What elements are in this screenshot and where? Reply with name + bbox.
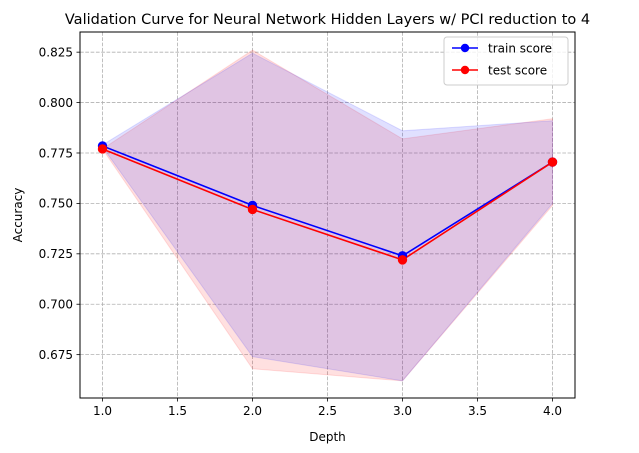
data-point-test-score [247,204,258,215]
confidence-bands [101,49,553,382]
x-tick-label: 3.5 [468,404,487,418]
y-tick-label: 0.775 [39,146,73,160]
y-tick-label: 0.675 [39,348,73,362]
y-tick-label: 0.750 [39,197,73,211]
legend: train score test score [443,36,569,86]
data-point-test-score [547,157,558,167]
y-tick-label: 0.825 [39,45,73,59]
legend-swatch-marker-train-score [460,43,470,53]
legend-label-train-score: train score [488,41,552,55]
legend-swatch-marker-test-score [460,65,470,75]
x-tick-label: 4.0 [543,404,562,418]
x-tick-label: 2.5 [318,404,337,418]
x-tick-label: 3.0 [393,404,412,418]
y-tick-label: 0.700 [39,298,73,312]
x-axis-title: Depth [309,430,346,444]
x-tick-label: 2.0 [243,404,262,418]
y-axis-title: Accuracy [11,188,25,243]
axis-ticks: 1.0 1.5 2.0 2.5 3.0 3.5 4.0 0.675 0.700 0.725 0.75… [39,45,562,418]
series-markers [97,141,558,265]
grid-lines [80,32,575,398]
series-lines [102,145,553,261]
legend-box [443,36,569,86]
legend-label-test-score: test score [488,63,547,77]
y-tick-label: 0.800 [39,96,73,110]
x-tick-label: 1.0 [93,404,112,418]
x-tick-label: 1.5 [168,404,187,418]
data-point-test-score [97,144,108,154]
y-tick-label: 0.725 [39,247,73,261]
confidence-band-train-score [102,52,553,382]
series-line-train-score [102,145,553,257]
data-point-test-score [397,255,408,265]
chart-title: Validation Curve for Neural Network Hidd… [65,12,590,28]
series-line-test-score [102,148,553,261]
